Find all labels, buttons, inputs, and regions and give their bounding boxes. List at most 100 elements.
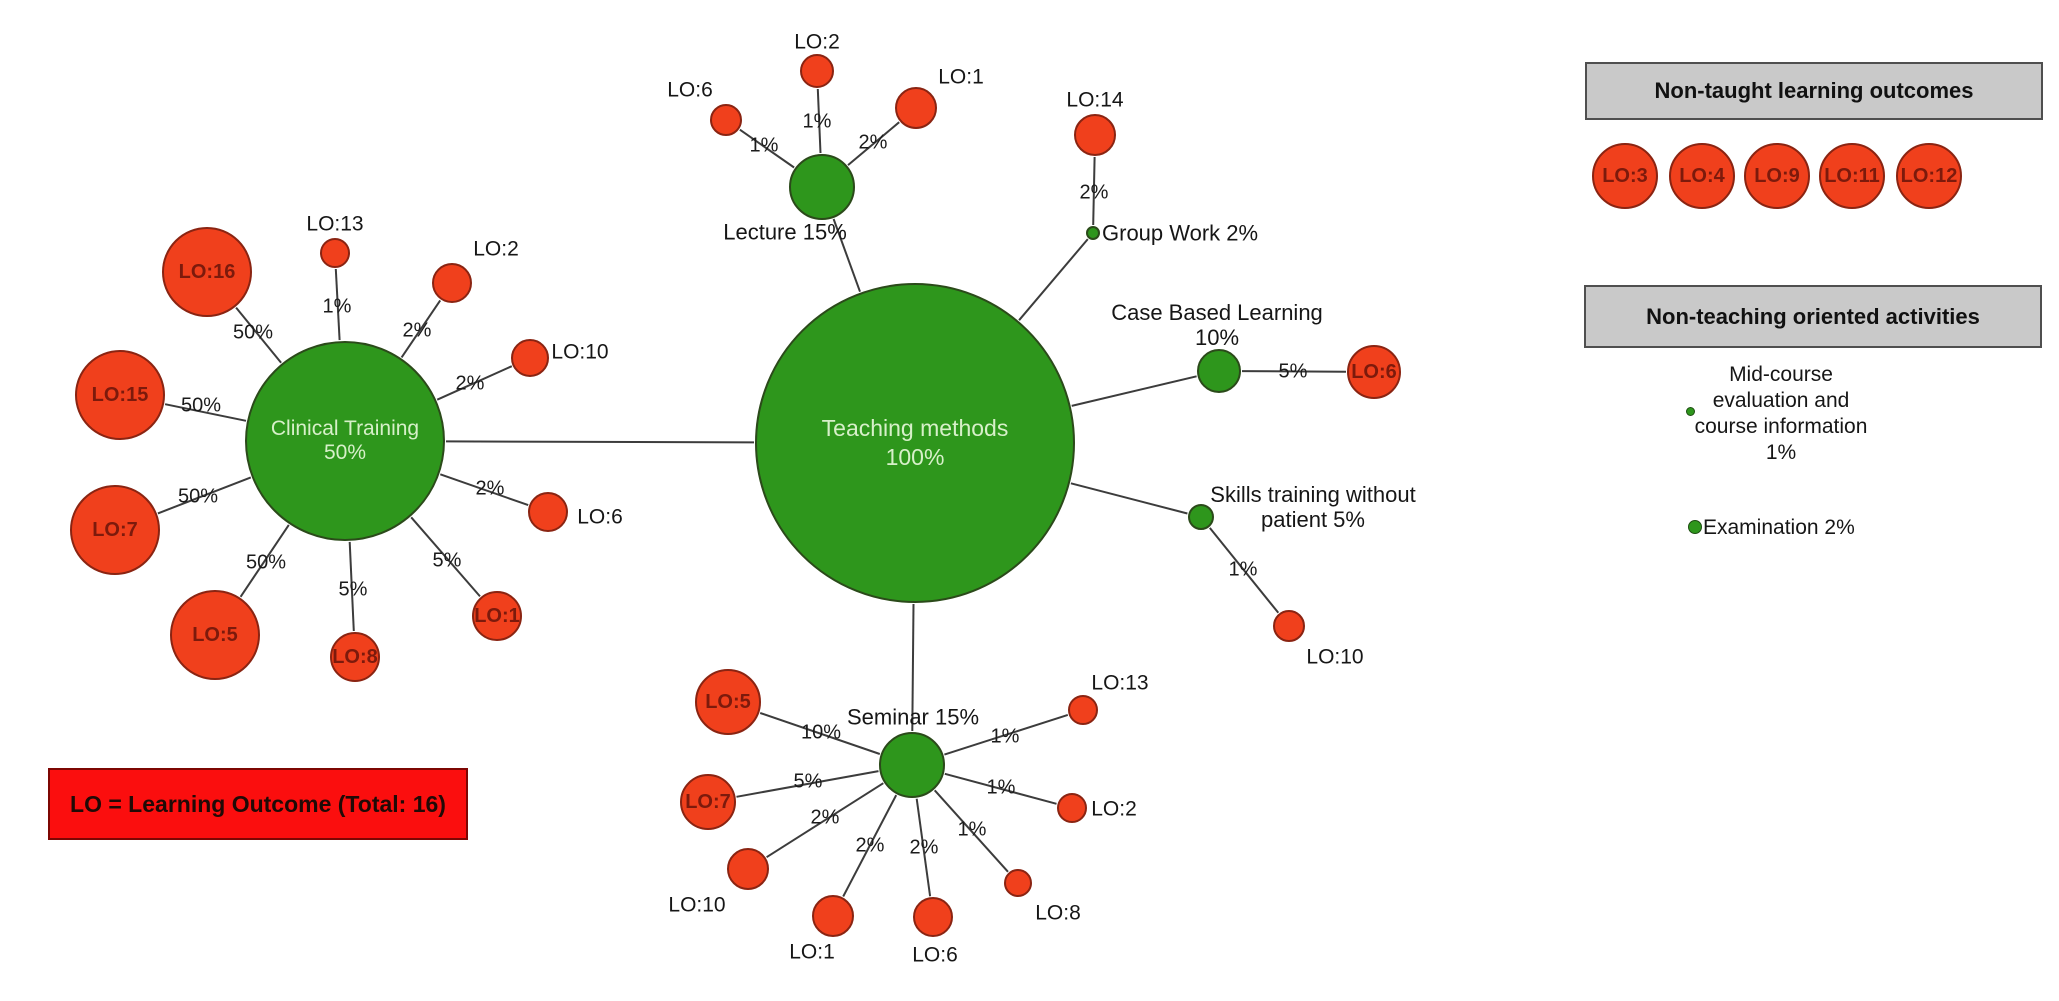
lo-node: LO:7 — [70, 485, 160, 575]
lo-node — [895, 87, 937, 129]
pct-label: 5% — [1278, 360, 1308, 383]
connector-line — [1018, 238, 1089, 321]
lo-label: LO:10 — [1306, 645, 1364, 669]
lo-node — [727, 848, 769, 890]
mid-course-dot-icon — [1686, 407, 1695, 416]
pct-label: 50% — [177, 485, 219, 508]
non-taught-lo-node: LO:11 — [1819, 143, 1885, 209]
method-node-group-work — [1086, 226, 1100, 240]
lo-node — [1057, 793, 1087, 823]
connector-line — [164, 403, 247, 422]
lo-label: LO:2 — [473, 237, 519, 261]
lo-node: LO:7 — [680, 774, 736, 830]
pct-label: 1% — [957, 818, 987, 841]
lo-label: LO:6 — [577, 505, 623, 529]
lo-node: LO:5 — [170, 590, 260, 680]
non-taught-lo-node: LO:9 — [1744, 143, 1810, 209]
lo-node — [710, 104, 742, 136]
method-label-seminar: Seminar 15% — [846, 704, 980, 730]
lo-node — [528, 492, 568, 532]
pct-label: 1% — [322, 295, 352, 318]
pct-label: 2% — [402, 319, 432, 342]
method-label-skills-training: Skills training without patient 5% — [1210, 482, 1416, 532]
lo-node — [320, 238, 350, 268]
lo-label: LO:2 — [1091, 797, 1137, 821]
lo-node: LO:1 — [472, 591, 522, 641]
lo-label: LO:1 — [789, 940, 835, 964]
non-teaching-panel-title: Non-teaching oriented activities — [1584, 285, 2042, 348]
connector-line — [832, 218, 861, 293]
pct-label: 2% — [455, 372, 485, 395]
lo-label: LO:6 — [667, 78, 713, 102]
pct-label: 2% — [909, 836, 939, 859]
connector-line — [759, 712, 881, 755]
pct-label: 1% — [1228, 558, 1258, 581]
lo-label: LO:13 — [1091, 671, 1149, 695]
pct-label: 1% — [802, 110, 832, 133]
lo-node: LO:5 — [695, 669, 761, 735]
lo-node — [511, 339, 549, 377]
non-taught-lo-node: LO:12 — [1896, 143, 1962, 209]
lo-node: LO:8 — [330, 632, 380, 682]
pct-label: 2% — [858, 131, 888, 154]
lo-label: LO:14 — [1066, 88, 1124, 112]
legend-box: LO = Learning Outcome (Total: 16) — [48, 768, 468, 840]
pct-label: 1% — [986, 776, 1016, 799]
connector-line — [410, 516, 481, 598]
method-label-group-work: Group Work 2% — [1102, 220, 1259, 246]
pct-label: 50% — [180, 394, 222, 417]
lo-label: LO:10 — [551, 340, 609, 364]
lo-node — [913, 897, 953, 937]
lo-label: LO:8 — [1035, 901, 1081, 925]
connector-line — [842, 794, 898, 897]
connector-line — [944, 772, 1057, 805]
lo-node — [1273, 610, 1305, 642]
pct-label: 1% — [990, 725, 1020, 748]
method-label-case-based-learning: Case Based Learning 10% — [1111, 300, 1323, 350]
lo-node: LO:16 — [162, 227, 252, 317]
connector-line — [239, 524, 290, 598]
connector-line — [1071, 375, 1197, 407]
method-node-seminar — [879, 732, 945, 798]
connector-line — [915, 798, 932, 897]
method-node-skills-training — [1188, 504, 1214, 530]
connector-line — [736, 770, 879, 798]
connector-line — [1241, 370, 1347, 373]
pct-label: 10% — [800, 721, 842, 744]
lo-label: LO:6 — [912, 943, 958, 967]
pct-label: 50% — [245, 551, 287, 574]
non-taught-lo-node: LO:3 — [1592, 143, 1658, 209]
non-taught-panel-title: Non-taught learning outcomes — [1585, 62, 2043, 120]
pct-label: 5% — [793, 770, 823, 793]
connector-line — [1209, 527, 1280, 614]
connector-line — [944, 713, 1069, 756]
lo-label: LO:1 — [938, 65, 984, 89]
pct-label: 50% — [232, 321, 274, 344]
connector-line — [1070, 482, 1188, 515]
method-node-lecture — [789, 154, 855, 220]
connector-line — [436, 365, 513, 401]
pct-label: 1% — [749, 134, 779, 157]
connector-line — [1092, 156, 1096, 226]
pct-label: 5% — [338, 578, 368, 601]
connector-line — [400, 299, 442, 358]
lo-label: LO:10 — [668, 893, 726, 917]
connector-line — [157, 476, 252, 515]
connector-line — [439, 473, 529, 507]
lo-node — [812, 895, 854, 937]
lo-node: LO:6 — [1347, 345, 1401, 399]
connector-line — [847, 121, 900, 166]
mid-course-activity-label: Mid-course evaluation and course informa… — [1694, 363, 1868, 464]
connector-line — [334, 268, 341, 341]
connector-line — [911, 603, 915, 732]
lo-node — [432, 263, 472, 303]
lo-node — [1074, 114, 1116, 156]
method-label-lecture: Lecture 15% — [723, 219, 847, 245]
pct-label: 2% — [810, 806, 840, 829]
connector-line — [235, 306, 282, 364]
method-node-clinical-training: Clinical Training 50% — [245, 341, 445, 541]
non-taught-lo-node: LO:4 — [1669, 143, 1735, 209]
lo-label: LO:2 — [794, 30, 840, 54]
pct-label: 5% — [432, 549, 462, 572]
